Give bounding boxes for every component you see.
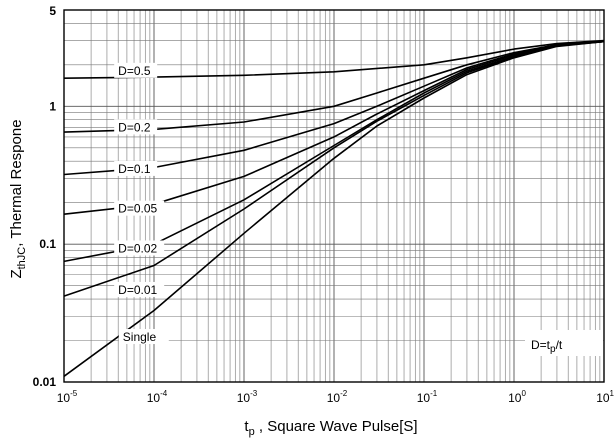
annotation-sub: p: [550, 344, 556, 355]
x-tick-exponent: -4: [160, 389, 168, 398]
series-layer: D=0.5 D=0.2 D=0.1 D=0.05 D=0.02 D=0.01 Single: [63, 39, 605, 377]
x-axis-title-sub: p: [249, 426, 255, 438]
y-tick-label: 5: [49, 4, 56, 18]
y-tick-label: 0.1: [39, 237, 56, 251]
x-tick-base: 10: [508, 391, 522, 405]
x-tick-exponent: 0: [521, 389, 526, 398]
x-tick-label: 101: [596, 389, 614, 405]
x-axis-title: tp , Square Wave Pulse[S]: [244, 418, 417, 438]
x-tick-exponent: -2: [340, 389, 348, 398]
annotation-post: /t: [556, 338, 563, 352]
x-tick-exponent: -1: [430, 389, 438, 398]
series-label-d-0-2: D=0.2: [118, 120, 151, 134]
x-tick-base: 10: [327, 391, 341, 405]
x-tick-label: 10-4: [147, 389, 168, 405]
series-label-bg: [114, 200, 165, 216]
series-label-bg: [114, 160, 158, 176]
x-axis-title-rest: , Square Wave Pulse[S]: [255, 418, 418, 435]
series-label-bg: [118, 329, 169, 345]
x-tick-base: 10: [417, 391, 431, 405]
x-axis-title-main: t: [244, 418, 249, 435]
series-label-d-0-1: D=0.1: [118, 162, 151, 176]
y-axis-title-text: ZthJC, Thermal Respone: [8, 119, 28, 278]
x-tick-exponent: -3: [250, 389, 258, 398]
y-axis-title-main: Z: [8, 269, 25, 278]
y-tick-label: 1: [49, 99, 56, 113]
plot-frame: [63, 9, 605, 383]
series-label-bg: [114, 62, 158, 78]
annotation-box: [525, 330, 603, 356]
x-tick-base: 10: [57, 391, 71, 405]
x-tick-base: 10: [596, 391, 610, 405]
series-label-bg: [114, 240, 165, 256]
series-line-d-0-1: [63, 40, 605, 176]
series-label-d-0-5: D=0.5: [118, 64, 151, 78]
y-axis-title: ZthJC, Thermal Respone: [8, 119, 28, 278]
series-label-d-0-05: D=0.05: [118, 202, 157, 216]
series-label-d-0-01: D=0.01: [118, 283, 157, 297]
series-label-bg: [114, 119, 158, 135]
x-tick-exponent: 1: [610, 389, 615, 398]
series-line-d-0-05: [63, 40, 605, 215]
x-tick-label: 10-5: [57, 389, 78, 405]
series-label-single: Single: [123, 330, 157, 344]
x-tick-label: 10-1: [417, 389, 438, 405]
x-tick-label: 10-2: [327, 389, 348, 405]
y-axis-title-rest: , Thermal Respone: [8, 119, 25, 246]
series-label-bg: [114, 281, 165, 297]
series-line-single: [63, 40, 605, 377]
series-line-d-0-5: [63, 39, 605, 79]
annotation-pre: D=t: [531, 338, 551, 352]
x-tick-exponent: -5: [70, 389, 78, 398]
y-tick-label: 0.01: [33, 375, 57, 389]
duty-cycle-annotation: D=tp/t: [525, 330, 603, 356]
x-tick-label: 10-3: [237, 389, 258, 405]
annotation-text: D=tp/t: [531, 338, 563, 355]
y-axis-title-sub: thJC: [16, 247, 28, 270]
x-tick-base: 10: [237, 391, 251, 405]
x-tick-base: 10: [147, 391, 161, 405]
series-label-d-0-02: D=0.02: [118, 241, 157, 255]
x-tick-label: 100: [508, 389, 526, 405]
